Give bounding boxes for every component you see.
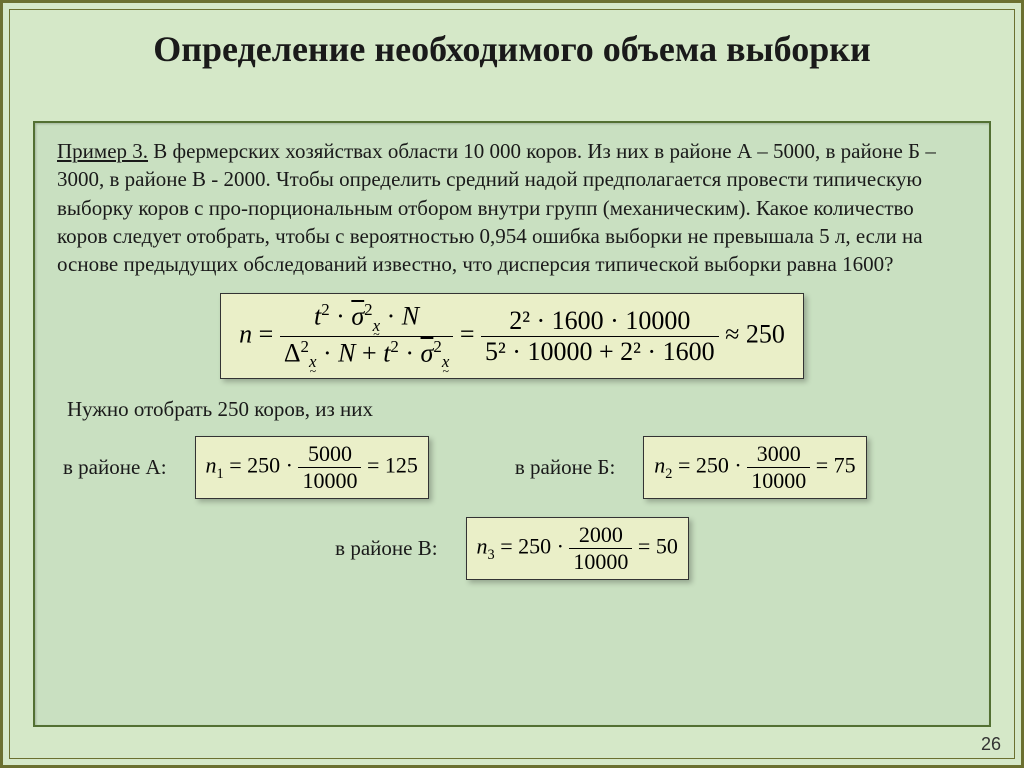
page-number: 26 bbox=[981, 734, 1001, 755]
main-formula-result: ≈ 250 bbox=[725, 319, 785, 348]
content-box: Пример 3. В фермерских хозяйствах област… bbox=[33, 121, 991, 727]
district-b-formula: n2 = 250 · 3000 10000 = 75 bbox=[643, 436, 866, 499]
mid-text: Нужно отобрать 250 коров, из них bbox=[67, 395, 967, 423]
district-b-label: в районе Б: bbox=[515, 453, 615, 481]
example-label: Пример 3. bbox=[57, 139, 148, 163]
district-c-formula: n3 = 250 · 2000 10000 = 50 bbox=[466, 517, 689, 580]
district-a-label: в районе А: bbox=[63, 453, 167, 481]
problem-text: Пример 3. В фермерских хозяйствах област… bbox=[57, 137, 967, 279]
district-c-label: в районе В: bbox=[335, 534, 437, 562]
main-formula: n = t2 · σ2x · N Δ2x · N + t2 · σ2x = 2²… bbox=[220, 293, 804, 380]
main-formula-den: 5² · 10000 + 2² · 1600 bbox=[481, 337, 719, 367]
main-formula-num: 2² · 1600 · 10000 bbox=[481, 306, 719, 337]
district-a-formula: n1 = 250 · 5000 10000 = 125 bbox=[195, 436, 429, 499]
slide: Определение необходимого объема выборки … bbox=[0, 0, 1024, 768]
slide-title: Определение необходимого объема выборки bbox=[3, 28, 1021, 70]
problem-body: В фермерских хозяйствах области 10 000 к… bbox=[57, 139, 936, 276]
